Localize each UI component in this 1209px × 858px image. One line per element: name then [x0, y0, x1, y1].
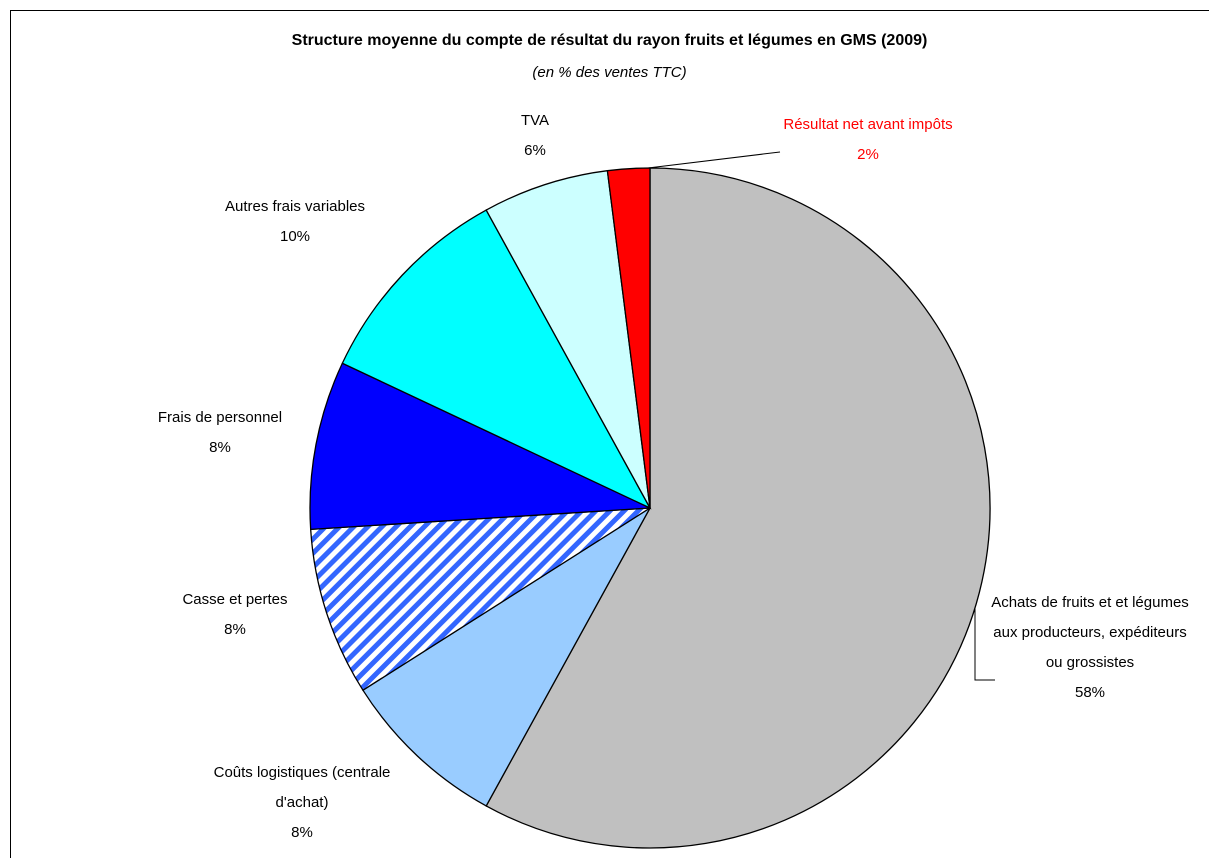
slice-label: Résultat net avant impôts 2% — [768, 110, 968, 170]
slice-value: 6% — [524, 142, 546, 159]
slice-value: 8% — [209, 439, 231, 456]
pie-slice — [341, 209, 652, 510]
slice-value: 8% — [291, 824, 313, 841]
slice-name: Frais de personnel — [157, 409, 283, 426]
slice-name: Casse et pertes — [182, 591, 288, 608]
pie-slice — [309, 507, 651, 692]
slice-value: 2% — [857, 146, 879, 163]
slice-name: Coûts logistiques (centrale d'achat) — [213, 764, 391, 811]
slice-label: Coûts logistiques (centrale d'achat) 8% — [212, 758, 392, 848]
slice-label: Achats de fruits et et légumes aux produ… — [990, 588, 1190, 708]
slice-value: 10% — [279, 228, 311, 245]
slice-name: TVA — [520, 112, 550, 129]
slice-value: 58% — [1074, 684, 1106, 701]
slice-label: TVA 6% — [475, 106, 595, 166]
slice-name: Achats de fruits et et légumes aux produ… — [991, 594, 1189, 671]
leader-line — [647, 151, 781, 169]
chart-subtitle: (en % des ventes TTC) — [532, 64, 687, 81]
slice-name: Autres frais variables — [224, 198, 366, 215]
pie-slice — [309, 362, 651, 531]
slice-value: 8% — [224, 621, 246, 638]
slice-label: Casse et pertes 8% — [145, 585, 325, 645]
slice-name: Résultat net avant impôts — [783, 116, 953, 133]
slice-label: Autres frais variables 10% — [180, 192, 410, 252]
chart-title: Structure moyenne du compte de résultat … — [291, 32, 928, 49]
leader-line — [974, 600, 995, 681]
slice-label: Frais de personnel 8% — [130, 403, 310, 463]
pie-slice — [485, 167, 991, 849]
pie-slice — [362, 507, 651, 807]
pie-slice — [485, 169, 651, 509]
pie-slice — [606, 167, 651, 509]
